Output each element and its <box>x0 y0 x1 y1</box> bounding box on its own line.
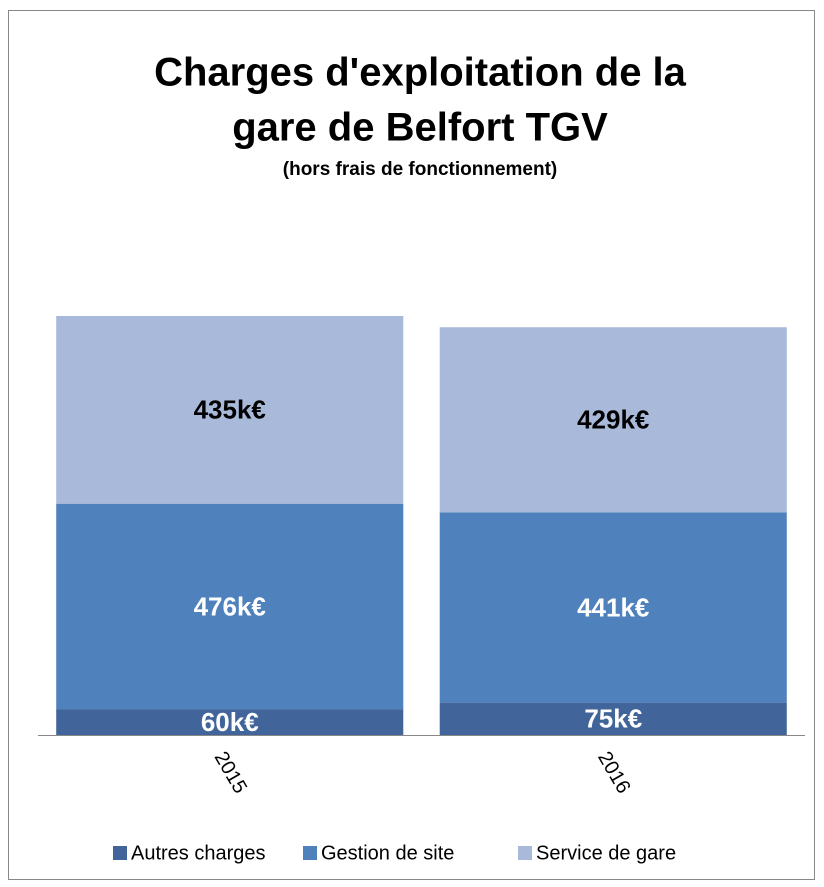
value-label: 60k€ <box>201 707 259 737</box>
chart-subtitle: (hors frais de fonctionnement) <box>283 159 557 180</box>
bar-segment <box>56 709 404 735</box>
chart-title: Charges d'exploitation de la <box>154 51 687 95</box>
chart-title: gare de Belfort TGV <box>232 106 608 150</box>
legend-swatch <box>518 846 532 860</box>
bar-segment <box>56 503 404 710</box>
value-label: 435k€ <box>194 395 266 425</box>
value-label: 441k€ <box>577 592 649 622</box>
legend-swatch <box>113 846 127 860</box>
bar-segment <box>56 316 404 504</box>
bar-segment <box>439 512 787 703</box>
value-label: 429k€ <box>577 405 649 435</box>
value-label: 476k€ <box>194 591 266 621</box>
legend-swatch <box>303 846 317 860</box>
value-label: 75k€ <box>584 704 642 734</box>
bar-segment <box>439 702 787 735</box>
legend-label: Service de gare <box>536 842 676 864</box>
legend-label: Autres charges <box>131 842 266 864</box>
bar-segment <box>439 327 787 513</box>
plot-area: 60k€ 476k€ 435k€ 75k€ 441k€ 429k€ <box>56 316 787 737</box>
legend-label: Gestion de site <box>321 842 454 864</box>
